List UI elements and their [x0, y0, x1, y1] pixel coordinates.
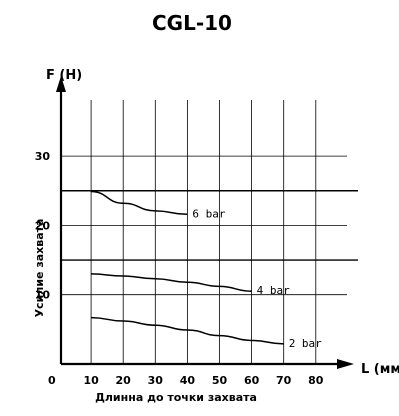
x-tick-label: 80 [308, 374, 324, 387]
x-axis-caption: Длинна до точки захвата [95, 391, 257, 404]
series-label: 2 bar [289, 337, 322, 350]
x-tick-label: 20 [116, 374, 132, 387]
y-tick-label: 30 [35, 150, 51, 163]
chart-title: CGL-10 [152, 11, 232, 35]
x-tick-label: 70 [276, 374, 292, 387]
y-tick-label: 20 [35, 219, 51, 232]
y-tick-label: 10 [35, 289, 51, 302]
x-tick-label: 60 [244, 374, 260, 387]
y-axis-caption: Усилие захвата [33, 219, 46, 318]
x-axis-label: L (мм) [361, 362, 399, 377]
series-group: 6 bar 4 bar 2 bar [91, 190, 322, 350]
series-line [91, 273, 252, 292]
x-tick-label: 50 [212, 374, 228, 387]
series-line [91, 190, 188, 216]
y-axis-arrow [56, 76, 66, 92]
origin-label: 0 [48, 374, 56, 387]
axes [56, 76, 354, 369]
x-tick-label: 40 [180, 374, 196, 387]
y-axis-label: F (H) [46, 68, 82, 83]
series-line [91, 316, 284, 345]
series-label: 6 bar [192, 207, 225, 220]
x-tick-label: 10 [83, 374, 99, 387]
grid [61, 100, 358, 364]
tick-labels: 10 20 30 40 50 60 70 80 10 20 30 [35, 150, 324, 387]
x-axis-arrow [337, 359, 354, 369]
x-tick-label: 30 [148, 374, 164, 387]
series-label: 4 bar [257, 284, 290, 297]
